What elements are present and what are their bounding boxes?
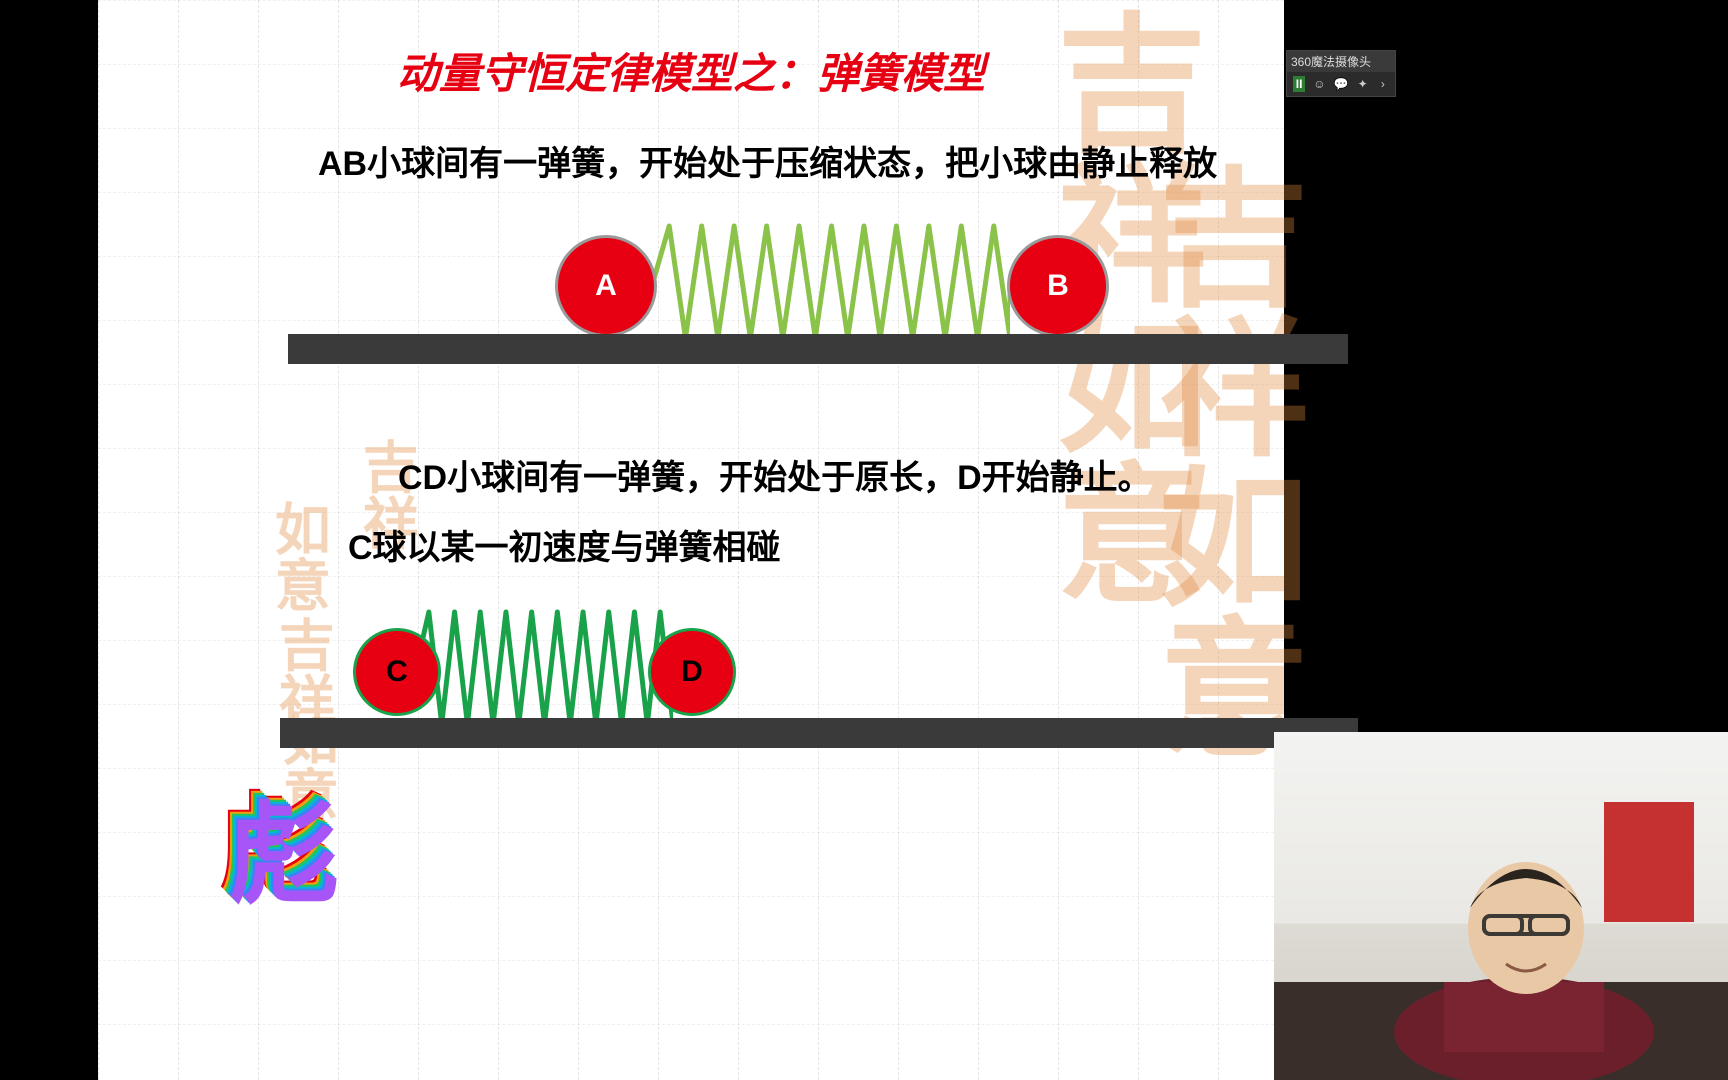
- slide: 吉祥如意吉祥如意吉祥如意吉祥如意 动量守恒定律模型之：弹簧模型 AB小球间有一弹…: [98, 0, 1284, 1080]
- seal-decoration: 吉祥如意: [1148, 160, 1291, 760]
- problem-text-2: CD小球间有一弹簧，开始处于原长，D开始静止。: [398, 450, 1152, 499]
- ball-b: B: [1007, 235, 1109, 337]
- camera-toolbar-title: 360魔法摄像头: [1287, 51, 1395, 72]
- ball-d: D: [648, 628, 736, 716]
- ball-c-label: C: [386, 655, 408, 689]
- spring-ab: [653, 221, 1010, 343]
- problem-text-3: C球以某一初速度与弹簧相碰: [348, 520, 781, 569]
- page-title: 动量守恒定律模型之：弹簧模型: [98, 40, 1284, 101]
- webcam-person: [1274, 732, 1728, 1080]
- camera-toolbar[interactable]: 360魔法摄像头 II ☺ 💬 ✦ ›: [1286, 50, 1396, 97]
- arrow-icon[interactable]: ›: [1377, 76, 1389, 92]
- pause-icon[interactable]: II: [1293, 76, 1305, 92]
- stage: 吉祥如意吉祥如意吉祥如意吉祥如意 动量守恒定律模型之：弹簧模型 AB小球间有一弹…: [0, 0, 1728, 1080]
- face-icon[interactable]: ☺: [1313, 76, 1325, 92]
- camera-toolbar-row: II ☺ 💬 ✦ ›: [1287, 72, 1395, 96]
- sparkle-icon[interactable]: ✦: [1356, 76, 1368, 92]
- ball-d-label: D: [681, 655, 703, 689]
- ground-1: [288, 334, 1348, 364]
- problem-text-1: AB小球间有一弹簧，开始处于压缩状态，把小球由静止释放: [318, 136, 1217, 185]
- chat-icon[interactable]: 💬: [1334, 76, 1349, 92]
- ball-a-label: A: [595, 269, 617, 303]
- seal-decoration: 如意: [270, 500, 323, 612]
- ball-c: C: [353, 628, 441, 716]
- ball-b-label: B: [1047, 269, 1069, 303]
- ground-2: [280, 718, 1358, 748]
- webcam-panel: [1274, 732, 1728, 1080]
- ball-a: A: [555, 235, 657, 337]
- spring-cd: [416, 607, 673, 729]
